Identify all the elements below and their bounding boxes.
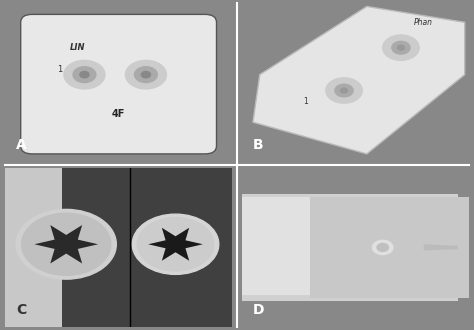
- FancyBboxPatch shape: [62, 120, 301, 330]
- Circle shape: [23, 214, 109, 274]
- Circle shape: [22, 213, 111, 275]
- FancyBboxPatch shape: [310, 197, 474, 298]
- Circle shape: [326, 78, 362, 103]
- Polygon shape: [424, 244, 458, 250]
- Text: 1: 1: [57, 65, 62, 74]
- Text: Phan: Phan: [414, 18, 433, 27]
- FancyBboxPatch shape: [185, 193, 458, 301]
- Circle shape: [141, 72, 150, 78]
- Polygon shape: [253, 7, 465, 154]
- Circle shape: [383, 35, 419, 60]
- FancyBboxPatch shape: [21, 15, 217, 154]
- Polygon shape: [34, 225, 98, 263]
- Circle shape: [80, 72, 89, 78]
- Text: B: B: [253, 138, 264, 152]
- FancyBboxPatch shape: [185, 197, 458, 295]
- Circle shape: [137, 217, 214, 271]
- Text: D: D: [253, 303, 264, 317]
- Circle shape: [377, 244, 388, 251]
- Circle shape: [139, 219, 212, 270]
- Circle shape: [126, 60, 166, 89]
- Text: 4F: 4F: [112, 109, 125, 119]
- Circle shape: [392, 41, 410, 54]
- Polygon shape: [148, 228, 203, 261]
- Circle shape: [335, 84, 353, 97]
- Circle shape: [132, 214, 219, 274]
- Circle shape: [373, 240, 393, 254]
- Text: LIN: LIN: [70, 43, 85, 52]
- FancyBboxPatch shape: [0, 120, 198, 330]
- Circle shape: [73, 67, 96, 82]
- Circle shape: [341, 88, 347, 93]
- Circle shape: [64, 60, 105, 89]
- Circle shape: [398, 45, 404, 50]
- Text: A: A: [16, 138, 27, 152]
- Text: C: C: [16, 303, 27, 317]
- Circle shape: [135, 67, 157, 82]
- Circle shape: [16, 210, 116, 279]
- Text: 1: 1: [303, 97, 308, 106]
